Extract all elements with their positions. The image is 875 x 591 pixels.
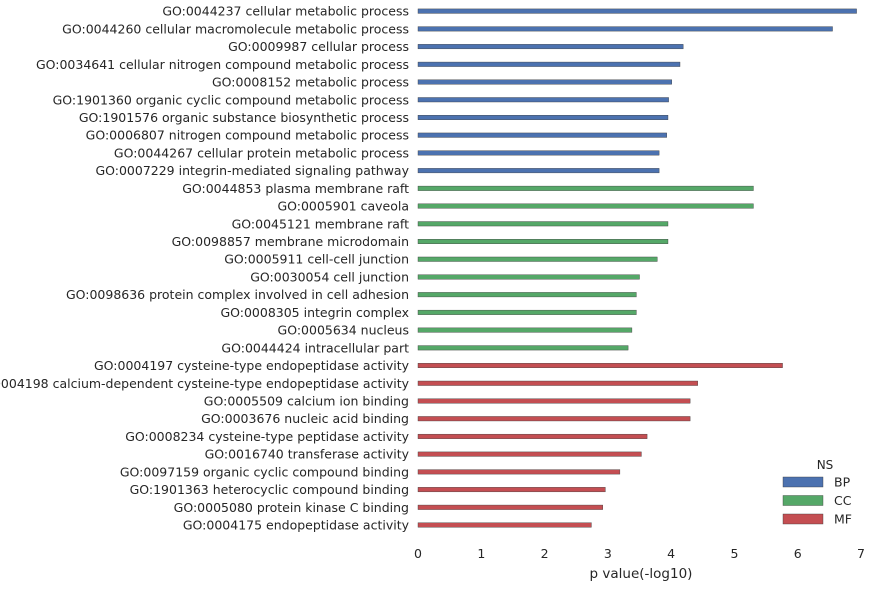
x-tick-label: 7	[857, 546, 865, 561]
bar-cc	[417, 327, 633, 333]
category-label: GO:0004197 cysteine-type endopeptidase a…	[94, 358, 410, 373]
category-label: GO:0008234 cysteine-type peptidase activ…	[125, 429, 409, 444]
bar-cc	[417, 274, 640, 280]
category-label: GO:0097159 organic cyclic compound bindi…	[120, 464, 409, 479]
legend-title: NS	[817, 458, 834, 472]
bar-mf	[417, 398, 691, 404]
legend-swatch-cc	[782, 495, 824, 506]
bar-mf	[417, 451, 642, 457]
category-label: GO:0004175 endopeptidase activity	[183, 518, 410, 533]
bar-cc	[417, 221, 669, 227]
bar-cc	[417, 309, 637, 315]
bar-mf	[417, 469, 621, 475]
bar-bp	[417, 79, 672, 85]
bar-bp	[417, 8, 857, 14]
category-label: GO:0008305 integrin complex	[220, 305, 409, 320]
legend: NS BP CC MF	[782, 458, 852, 527]
x-tick-label: 4	[667, 546, 675, 561]
x-tick-label: 5	[730, 546, 738, 561]
bar-cc	[417, 256, 658, 262]
category-label: GO:0098857 membrane microdomain	[172, 234, 409, 249]
x-tick-label: 0	[414, 546, 422, 561]
category-label: GO:0005509 calcium ion binding	[204, 393, 409, 408]
category-label: GO:0005080 protein kinase C binding	[174, 500, 409, 515]
x-tick-label: 2	[541, 546, 549, 561]
x-axis-ticks: 0 1 2 3 4 5 6 7	[414, 546, 865, 561]
category-label: GO:1901363 heterocyclic compound binding	[130, 482, 409, 497]
category-label: GO:0007229 integrin-mediated signaling p…	[95, 163, 409, 178]
bar-bp	[417, 115, 669, 120]
category-label: GO:0044853 plasma membrane raft	[182, 181, 409, 196]
category-label: GO:0006807 nitrogen compound metabolic p…	[86, 128, 409, 143]
category-label: GO:0008152 metabolic process	[212, 75, 409, 90]
bar-bp	[417, 97, 669, 103]
legend-swatch-bp	[782, 476, 824, 488]
bar-mf	[417, 380, 698, 386]
category-label: GO:0009987 cellular process	[228, 39, 409, 54]
bar-mf	[417, 487, 606, 493]
category-label: GO:0044424 intracellular part	[221, 340, 409, 355]
category-label: GO:1901576 organic substance biosyntheti…	[79, 110, 409, 125]
bar-cc	[417, 185, 754, 191]
bar-cc	[417, 239, 669, 244]
legend-swatch-mf	[782, 513, 824, 525]
category-label: GO:0005901 caveola	[277, 199, 409, 214]
category-label: GO:0044260 cellular macromolecule metabo…	[62, 21, 409, 36]
bar-bp	[417, 132, 667, 138]
bar-cc	[417, 203, 754, 209]
legend-label-cc: CC	[834, 493, 852, 508]
bar-mf	[417, 363, 783, 368]
category-label: GO:0005911 cell-cell junction	[224, 252, 409, 267]
category-label: GO:1901360 organic cyclic compound metab…	[53, 92, 409, 107]
bar-mf	[417, 433, 648, 439]
category-label: GO:0004198 calcium-dependent cysteine-ty…	[0, 376, 410, 391]
category-labels: GO:0044237 cellular metabolic process GO:…	[0, 4, 410, 533]
category-label: GO:0005634 nucleus	[278, 323, 409, 338]
x-tick-label: 6	[794, 546, 802, 561]
category-label: GO:0034641 cellular nitrogen compound me…	[36, 57, 409, 72]
legend-label-bp: BP	[834, 475, 851, 490]
bar-bp	[417, 44, 684, 50]
category-label: GO:0045121 membrane raft	[232, 216, 410, 231]
bar-mf	[417, 522, 592, 528]
legend-entries: BP CC MF	[782, 475, 852, 527]
bars-layer	[417, 8, 857, 528]
category-label: GO:0030054 cell junction	[250, 269, 409, 284]
bar-mf	[417, 416, 691, 422]
category-label: GO:0003676 nucleic acid binding	[201, 411, 409, 426]
bar-bp	[417, 150, 660, 156]
x-tick-label: 1	[477, 546, 485, 561]
bar-bp	[417, 61, 681, 67]
category-label: GO:0044237 cellular metabolic process	[162, 4, 409, 19]
bar-cc	[417, 345, 629, 351]
category-label: GO:0098636 protein complex involved in c…	[66, 287, 409, 302]
bar-mf	[417, 504, 603, 510]
x-axis-label: p value(-log10)	[590, 566, 693, 582]
x-tick-label: 3	[604, 546, 612, 561]
bar-bp	[417, 26, 833, 32]
bar-cc	[417, 292, 637, 298]
category-label: GO:0016740 transferase activity	[205, 447, 410, 462]
bar-bp	[417, 168, 660, 174]
category-label: GO:0044267 cellular protein metabolic pr…	[114, 145, 409, 160]
legend-label-mf: MF	[834, 512, 852, 527]
